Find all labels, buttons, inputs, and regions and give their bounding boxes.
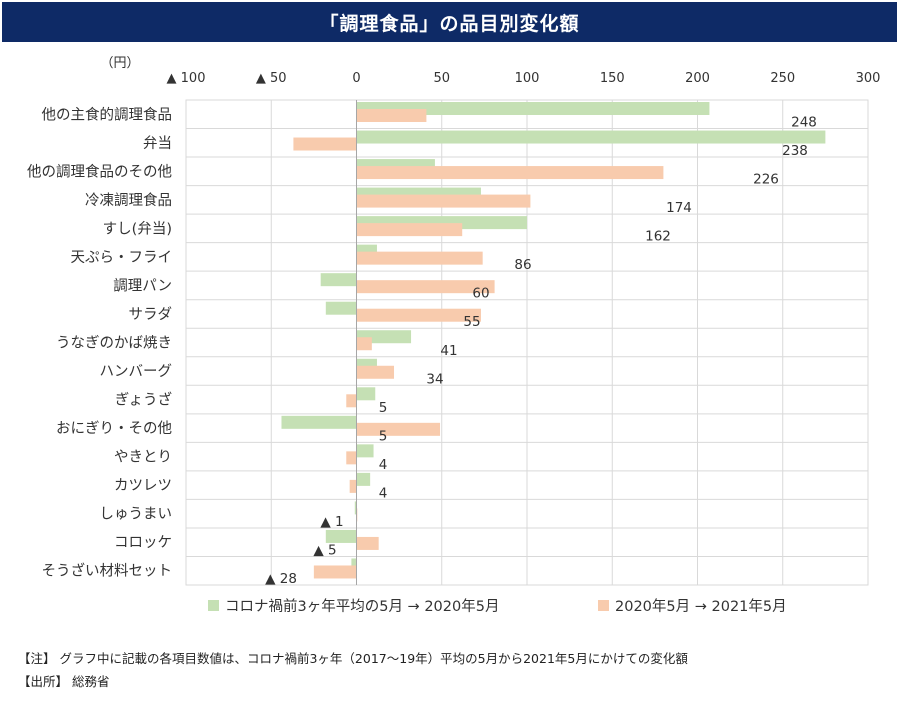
x-tick-label: 300 (856, 71, 881, 86)
category-label: すし(弁当) (103, 220, 172, 237)
bar-series2 (293, 137, 357, 151)
legend: コロナ禍前3ヶ年平均の5月 → 2020年5月 2020年5月 → 2021年5月 (208, 598, 787, 615)
data-label: ▲ 5 (313, 542, 336, 558)
bar-series1 (356, 444, 374, 458)
bar-series1 (354, 501, 357, 515)
category-label: ハンバーグ (100, 363, 173, 380)
category-label: 他の調理食品のその他 (27, 163, 172, 180)
category-label: 天ぷら・フライ (71, 250, 173, 266)
data-label: 5 (379, 428, 388, 444)
legend-swatch (598, 600, 609, 611)
bar-series2 (356, 422, 441, 436)
category-label: しゅうまい (100, 507, 173, 523)
bar-series1 (281, 415, 357, 429)
data-label: 238 (782, 143, 808, 159)
footnote: 【注】 グラフ中に記載の各項目数値は、コロナ禍前3ヶ年（2017～19年）平均の… (18, 651, 688, 666)
source-note: 【出所】 総務省 (18, 674, 110, 689)
data-label: 41 (440, 343, 457, 359)
data-label: 162 (645, 229, 671, 245)
bar-series2 (346, 451, 357, 465)
bar-series2 (356, 536, 379, 550)
bar-series2 (313, 565, 357, 579)
x-tick-label: ▲ 100 (167, 71, 206, 86)
bar-series1 (356, 387, 376, 401)
bar-layer (281, 102, 826, 579)
bar-series1 (320, 273, 357, 287)
axis-unit-label: （円） (100, 56, 139, 71)
data-label: 4 (379, 485, 388, 501)
bar-series2 (356, 308, 481, 322)
category-label: ぎょうざ (115, 391, 173, 409)
data-label: 248 (791, 115, 817, 131)
bar-series2 (346, 394, 357, 408)
data-label: 86 (514, 257, 531, 273)
bar-series2 (356, 251, 483, 265)
legend-label: コロナ禍前3ヶ年平均の5月 → 2020年5月 (225, 598, 499, 615)
category-label: 他の主食的調理食品 (42, 106, 173, 123)
bar-series1 (356, 472, 371, 486)
legend-label: 2020年5月 → 2021年5月 (615, 598, 787, 615)
bar-series1 (325, 301, 357, 315)
category-label: コロッケ (114, 534, 172, 551)
x-tick-label: 50 (433, 71, 450, 86)
bar-series1 (351, 558, 357, 572)
data-label: 174 (666, 200, 692, 216)
data-label: 5 (379, 400, 388, 416)
data-label: 55 (463, 314, 480, 330)
bar-series2 (349, 479, 357, 493)
data-label: 4 (379, 457, 388, 473)
x-tick-label: 150 (600, 71, 625, 86)
x-tick-label: 0 (352, 71, 360, 86)
category-label: おにぎり・その他 (56, 420, 172, 437)
bar-series1 (356, 102, 710, 115)
data-label: 60 (472, 286, 489, 302)
category-label: カツレツ (114, 478, 172, 494)
bar-series2 (356, 365, 395, 379)
data-label: 34 (426, 371, 443, 387)
bar-series2 (356, 194, 531, 208)
legend-swatch (208, 600, 219, 611)
chart-title: 「調理食品」の品目別変化額 (2, 2, 897, 42)
bar-series2 (356, 166, 664, 180)
x-tick-label: 200 (685, 71, 710, 86)
bar-series1 (356, 130, 826, 144)
bar-series1 (325, 529, 357, 543)
category-label: サラダ (129, 306, 173, 323)
x-tick-label: ▲ 50 (256, 71, 287, 86)
bar-series2 (356, 223, 463, 237)
x-tick-label: 100 (515, 71, 540, 86)
data-label: ▲ 28 (265, 571, 297, 587)
x-tick-label: 250 (770, 71, 795, 86)
grid-layer (185, 99, 869, 586)
bar-chart: ▲ 100 ▲ 50 0 50 100 150 200 250 300 （円） 他の主食的調理食品弁… (27, 56, 880, 615)
data-label: ▲ 1 (320, 514, 343, 530)
category-label: 調理パン (113, 277, 172, 294)
category-label: うなぎのかば焼き (56, 335, 172, 352)
category-label: そうざい材料セット (42, 562, 173, 580)
category-label: 冷凍調理食品 (85, 192, 172, 209)
bar-series2 (356, 337, 372, 351)
data-label: 226 (753, 172, 779, 188)
category-label: やきとり (114, 449, 172, 466)
bar-series2 (356, 280, 495, 294)
bar-series2 (356, 109, 427, 122)
axis-layer: ▲ 100 ▲ 50 0 50 100 150 200 250 300 （円） 他の主食的調理食品弁… (27, 56, 880, 585)
category-label: 弁当 (143, 135, 172, 152)
